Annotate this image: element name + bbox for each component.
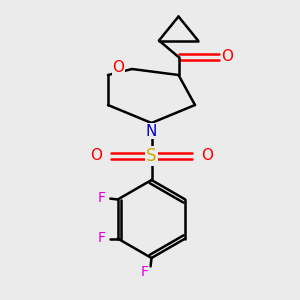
Text: S: S <box>146 147 157 165</box>
Text: O: O <box>201 148 213 164</box>
Text: F: F <box>97 191 105 205</box>
Text: F: F <box>140 265 148 278</box>
Text: N: N <box>146 124 157 139</box>
Text: O: O <box>90 148 102 164</box>
Text: O: O <box>112 60 124 75</box>
Text: O: O <box>221 50 233 64</box>
Text: F: F <box>97 232 105 245</box>
